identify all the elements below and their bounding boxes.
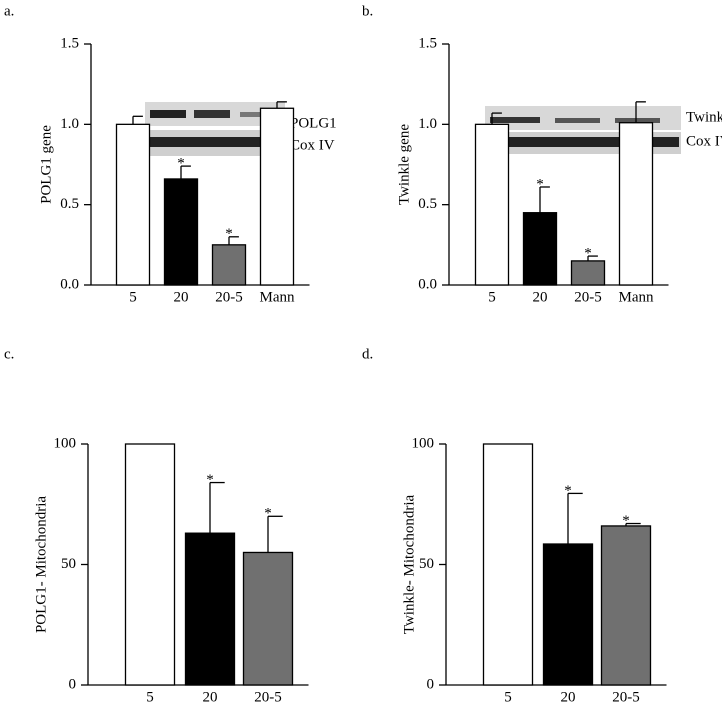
- x-tick-label: 20-5: [215, 289, 243, 305]
- y-tick-label: 100: [412, 435, 435, 451]
- bar: [242, 551, 294, 686]
- error-bar: [625, 522, 641, 526]
- x-tick-label: 20-5: [612, 689, 640, 703]
- bar: [474, 123, 510, 286]
- y-tick-label: 50: [419, 556, 434, 572]
- bar: [542, 543, 594, 686]
- x-tick-label: 20: [533, 289, 548, 305]
- panel-label: a.: [4, 3, 14, 19]
- bar: [522, 212, 558, 286]
- bar: [211, 244, 247, 286]
- x-tick-label: 5: [504, 689, 512, 703]
- bar: [259, 107, 295, 286]
- blot-c: POLG1 Cox IV: [145, 102, 337, 156]
- panel-label: b.: [362, 3, 373, 19]
- blot-label: Twinkle: [686, 109, 722, 125]
- significance-marker: *: [536, 176, 544, 192]
- y-axis-label: Twinkle- Mitochondria: [401, 494, 417, 634]
- x-tick-label: 20-5: [574, 289, 602, 305]
- blot-band: [240, 112, 272, 117]
- error-bar: [635, 101, 646, 123]
- blot-band: [147, 137, 283, 147]
- panel-label: c.: [4, 346, 14, 362]
- panel-label: d.: [362, 346, 373, 362]
- bar: [184, 532, 236, 686]
- error-bar: [267, 515, 283, 553]
- error-bar: [228, 236, 239, 245]
- y-tick-label: 0.0: [60, 276, 79, 292]
- y-tick-label: 0: [427, 676, 435, 692]
- y-tick-label: 1.0: [60, 116, 79, 132]
- bar: [600, 525, 652, 686]
- error-bar: [491, 112, 502, 125]
- y-tick-label: 1.5: [60, 35, 79, 51]
- x-tick-label: 5: [129, 289, 137, 305]
- blot-d: Twinkle Cox IV: [485, 106, 722, 154]
- x-tick-label: 20: [203, 689, 218, 703]
- x-tick-label: 5: [488, 289, 496, 305]
- y-tick-label: 0.5: [60, 196, 79, 212]
- y-tick-label: 0.5: [418, 196, 437, 212]
- significance-marker: *: [264, 506, 272, 522]
- error-bar: [567, 492, 583, 545]
- y-tick-label: 1.0: [418, 116, 437, 132]
- bar: [482, 443, 534, 686]
- x-tick-label: 5: [146, 689, 154, 703]
- error-bar: [180, 165, 191, 179]
- significance-marker: *: [622, 513, 630, 529]
- y-tick-label: 0.0: [418, 276, 437, 292]
- y-axis-label: Twinkle gene: [396, 124, 412, 205]
- blot-band: [490, 117, 540, 123]
- bar: [115, 123, 151, 286]
- blot-band: [150, 110, 186, 118]
- x-tick-label: 20: [561, 689, 576, 703]
- significance-marker: *: [564, 483, 572, 499]
- y-axis-label: POLG1 gene: [38, 125, 54, 204]
- significance-marker: *: [584, 246, 592, 262]
- x-tick-label: Mann: [260, 289, 295, 305]
- blot-band: [194, 110, 230, 118]
- blot-label: Cox IV: [686, 133, 722, 149]
- blot-label: POLG1: [290, 115, 337, 131]
- x-tick-label: Mann: [619, 289, 654, 305]
- blot-label: Cox IV: [290, 137, 335, 153]
- bar: [163, 178, 199, 286]
- significance-marker: *: [225, 226, 233, 242]
- y-tick-label: 50: [61, 556, 76, 572]
- bar: [570, 260, 606, 286]
- blot-band: [555, 118, 600, 123]
- y-tick-label: 100: [54, 435, 77, 451]
- x-tick-label: 20: [174, 289, 189, 305]
- significance-marker: *: [177, 156, 185, 172]
- significance-marker: *: [206, 472, 214, 488]
- blot-band: [615, 118, 660, 123]
- error-bar: [276, 101, 287, 109]
- error-bar: [587, 255, 598, 261]
- blot-band: [487, 137, 679, 147]
- error-bar: [539, 186, 550, 213]
- y-axis-label: POLG1- Mitochondria: [33, 496, 49, 633]
- error-bar: [132, 115, 143, 125]
- y-tick-label: 1.5: [418, 35, 437, 51]
- y-tick-label: 0: [69, 676, 77, 692]
- error-bar: [209, 481, 225, 534]
- bar: [618, 122, 654, 286]
- bar: [124, 443, 176, 686]
- x-tick-label: 20-5: [254, 689, 282, 703]
